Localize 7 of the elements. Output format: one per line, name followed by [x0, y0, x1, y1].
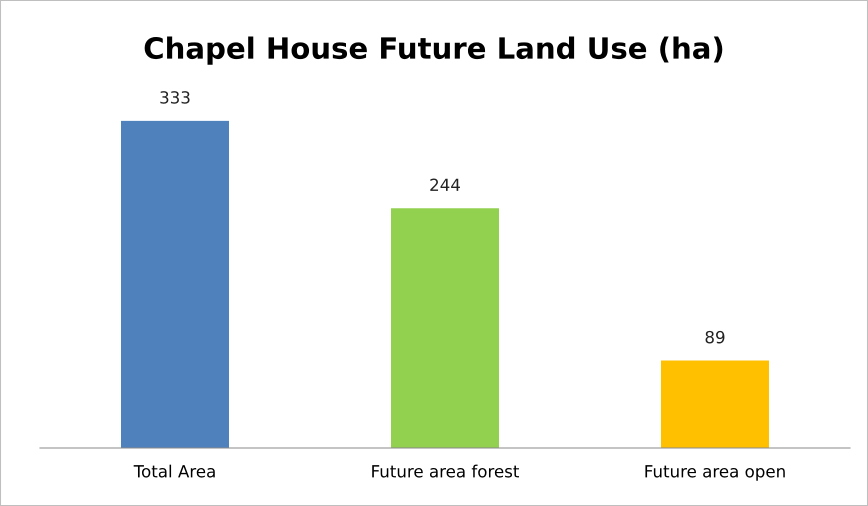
x-tick-label: Future area forest [372, 464, 520, 478]
data-label: 89 [706, 330, 724, 344]
chart-title: Chapel House Future Land Use (ha) [144, 36, 722, 65]
data-label: 333 [160, 91, 190, 104]
x-tick-label: Future area open [645, 465, 785, 481]
x-tick-label: Total Area [134, 464, 215, 478]
data-label: 244 [430, 178, 460, 191]
